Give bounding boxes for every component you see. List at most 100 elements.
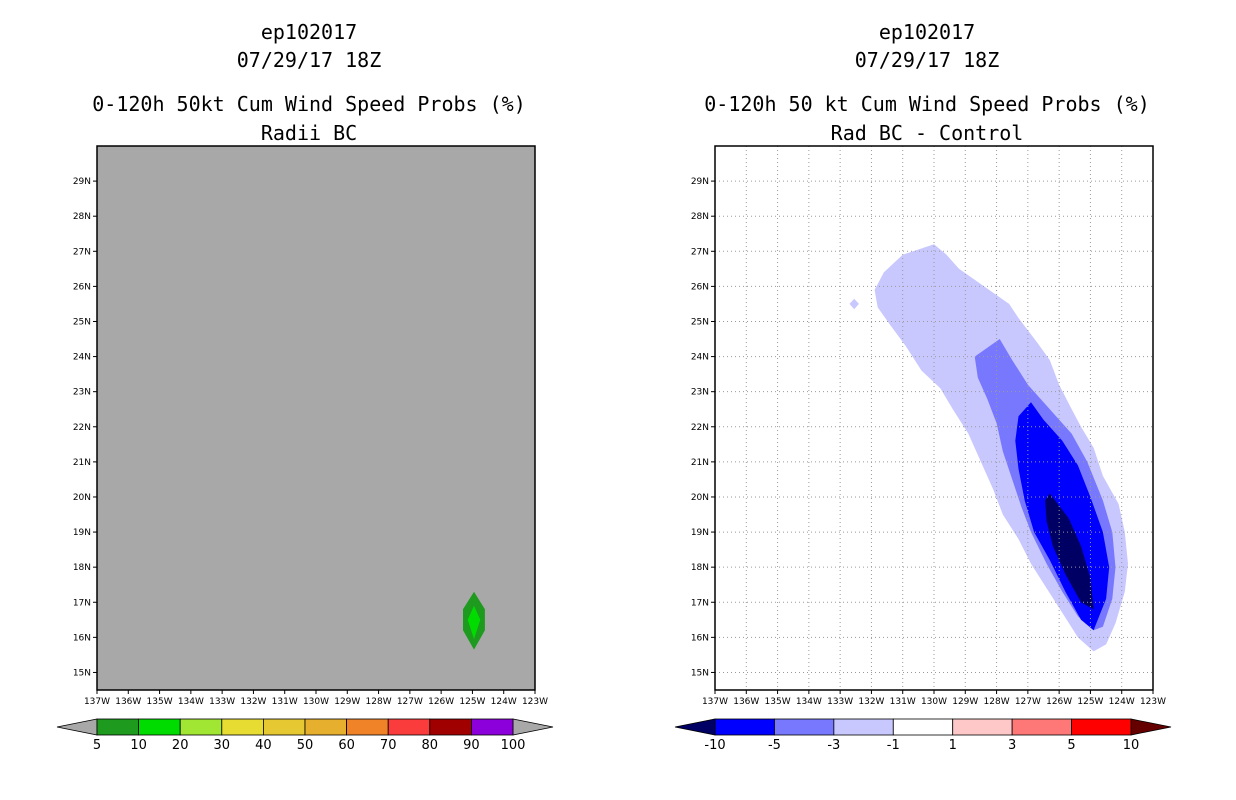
left-ytick-label-11: 26N — [73, 282, 91, 292]
right-title-line-1: ep102017 — [878, 20, 976, 44]
left-colorbar-label-3: 30 — [214, 738, 231, 753]
right-colorbar-label-3: -1 — [887, 738, 900, 753]
right-xtick-label-6: 131W — [890, 697, 916, 707]
right-colorbar-swatch-5 — [1011, 718, 1072, 736]
left-colorbar-swatch-1 — [138, 718, 181, 736]
right-ytick-label-8: 23N — [691, 388, 709, 398]
right-plot-group: 137W 136W 135W 134W 133W 132W 131W 130W 129W 128W… — [674, 145, 1172, 753]
left-xtick-label-3: 134W — [178, 697, 204, 707]
left-xtick-label-12: 125W — [459, 697, 485, 707]
left-ytick-label-2: 17N — [73, 598, 91, 608]
right-xtick-label-4: 133W — [827, 697, 853, 707]
left-colorbar-label-7: 70 — [380, 738, 397, 753]
right-ytick-label-4: 19N — [691, 528, 709, 538]
left-colorbar-over — [512, 718, 554, 736]
right-xtick-label-1: 136W — [733, 697, 759, 707]
right-colorbar-swatch-6 — [1071, 718, 1132, 736]
right-xtick-label-13: 124W — [1109, 697, 1135, 707]
left-colorbar-label-4: 40 — [255, 738, 272, 753]
left-colorbar-swatch-4 — [262, 718, 306, 736]
left-xtick-label-4: 133W — [209, 697, 235, 707]
left-xtick-label-7: 130W — [303, 697, 329, 707]
right-colorbar-label-7: 10 — [1123, 738, 1140, 753]
right-xtick-label-2: 135W — [765, 697, 791, 707]
right-colorbar-under — [674, 718, 716, 736]
left-xtick-label-6: 131W — [272, 697, 298, 707]
left-xtick-label-10: 127W — [397, 697, 423, 707]
right-colorbar-label-2: -3 — [827, 738, 840, 753]
right-xtick-label-14: 123W — [1140, 697, 1166, 707]
right-colorbar-swatch-2 — [833, 718, 894, 736]
left-title-line-2: 07/29/17 18Z — [236, 48, 382, 72]
left-colorbar-label-5: 50 — [297, 738, 314, 753]
left-ytick-label-10: 25N — [73, 317, 91, 327]
right-ytick-label-14: 29N — [691, 177, 709, 187]
right-xtick-label-9: 128W — [984, 697, 1010, 707]
left-xtick-label-5: 132W — [240, 697, 266, 707]
right-colorbar-swatch-0 — [714, 718, 775, 736]
right-colorbar-swatch-4 — [952, 718, 1013, 736]
right-ytick-label-0: 15N — [691, 668, 709, 678]
right-colorbar-label-6: 5 — [1067, 738, 1075, 753]
left-title-line-3: 0-120h 50kt Cum Wind Speed Probs (%) — [92, 92, 526, 116]
right-ytick-label-5: 20N — [691, 493, 709, 503]
right-title-line-3: 0-120h 50 kt Cum Wind Speed Probs (%) — [704, 92, 1150, 116]
left-title-line-1: ep102017 — [260, 20, 358, 44]
left-colorbar-label-9: 90 — [463, 738, 480, 753]
left-colorbar-label-10: 100 — [501, 738, 526, 753]
right-title-line-2: 07/29/17 18Z — [854, 48, 1000, 72]
left-ytick-label-0: 15N — [73, 668, 91, 678]
right-colorbar-label-4: 1 — [949, 738, 957, 753]
left-colorbar-label-6: 60 — [338, 738, 355, 753]
right-xtick-label-8: 129W — [952, 697, 978, 707]
right-ytick-label-6: 21N — [691, 458, 709, 468]
right-colorbar-swatch-3 — [892, 718, 954, 736]
left-title-line-4: Radii BC — [260, 121, 358, 145]
left-colorbar-under — [56, 718, 98, 736]
left-ytick-label-1: 16N — [73, 633, 91, 643]
right-xtick-label-0: 137W — [702, 697, 728, 707]
left-xtick-label-2: 135W — [147, 697, 173, 707]
right-ytick-label-7: 22N — [691, 423, 709, 433]
left-colorbar-swatch-9 — [470, 718, 514, 736]
left-ytick-label-4: 19N — [73, 528, 91, 538]
left-ytick-label-8: 23N — [73, 388, 91, 398]
left-colorbar-swatch-8 — [429, 718, 472, 736]
right-ytick-label-11: 26N — [691, 282, 709, 292]
right-xtick-label-12: 125W — [1077, 697, 1103, 707]
left-xtick-label-1: 136W — [115, 697, 141, 707]
left-ytick-label-3: 18N — [73, 563, 91, 573]
left-xtick-label-0: 137W — [84, 697, 110, 707]
left-xtick-label-9: 128W — [366, 697, 392, 707]
left-colorbar-label-1: 10 — [130, 738, 147, 753]
right-contour-4 — [1045, 493, 1094, 610]
right-xtick-label-11: 126W — [1046, 697, 1072, 707]
right-ytick-label-1: 16N — [691, 633, 709, 643]
right-colorbar-label-1: -5 — [768, 738, 781, 753]
right-colorbar-label-0: -10 — [704, 738, 725, 753]
left-colorbar-label-8: 80 — [422, 738, 439, 753]
left-colorbar-label-2: 20 — [172, 738, 189, 753]
left-colorbar-swatch-6 — [346, 718, 389, 736]
right-xtick-label-7: 130W — [921, 697, 947, 707]
left-colorbar-swatch-5 — [304, 718, 347, 736]
left-colorbar-label-0: 5 — [93, 738, 101, 753]
right-ytick-label-13: 28N — [691, 212, 709, 222]
right-ytick-label-2: 17N — [691, 598, 709, 608]
left-colorbar-swatch-7 — [387, 718, 431, 736]
right-title-line-4: Rad BC - Control — [830, 121, 1024, 145]
left-contour-1 — [467, 605, 481, 640]
right-ytick-label-10: 25N — [691, 317, 709, 327]
right-colorbar-over — [1130, 718, 1172, 736]
left-ytick-label-14: 29N — [73, 177, 91, 187]
left-colorbar-swatch-0 — [96, 718, 139, 736]
right-xtick-label-3: 134W — [796, 697, 822, 707]
left-plot-background — [97, 146, 535, 690]
left-xtick-label-13: 124W — [491, 697, 517, 707]
left-ytick-label-7: 22N — [73, 423, 91, 433]
left-xtick-label-11: 126W — [428, 697, 454, 707]
right-xtick-label-10: 127W — [1015, 697, 1041, 707]
right-ytick-label-12: 27N — [691, 247, 709, 257]
left-colorbar-swatch-3 — [221, 718, 264, 736]
